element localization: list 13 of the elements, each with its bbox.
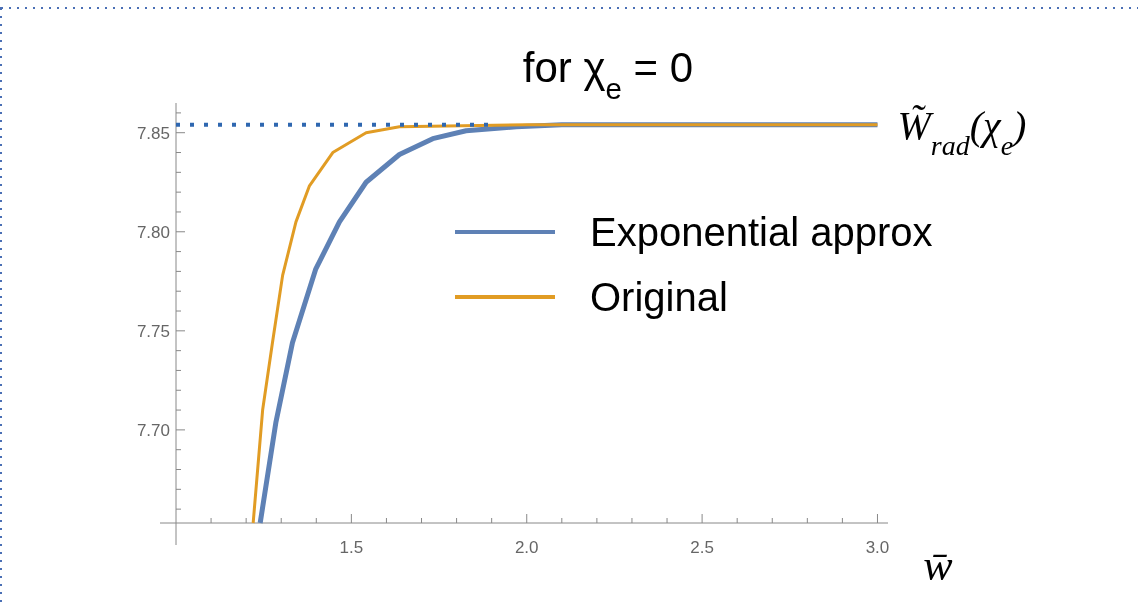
x-tick-label: 2.0	[514, 538, 539, 557]
y-tick-label: 7.85	[136, 123, 170, 143]
legend-label: Exponential approx	[590, 210, 933, 254]
chart-title: for χ$_{e}$ = 0	[522, 44, 694, 105]
x-tick-label: 3.0	[865, 538, 890, 557]
y-tick-label: 7.80	[136, 222, 170, 242]
x-tick-label: 1.5	[339, 538, 364, 557]
annotation: W̃$_{rad}$(χ$_{e}$)	[897, 102, 1027, 161]
legend-label: Original	[590, 275, 728, 319]
y-tick-label: 7.75	[136, 321, 170, 341]
x-tick-label: 2.5	[690, 538, 714, 557]
y-tick-label: 7.70	[136, 420, 170, 440]
x-axis-title: w̄	[923, 541, 954, 590]
